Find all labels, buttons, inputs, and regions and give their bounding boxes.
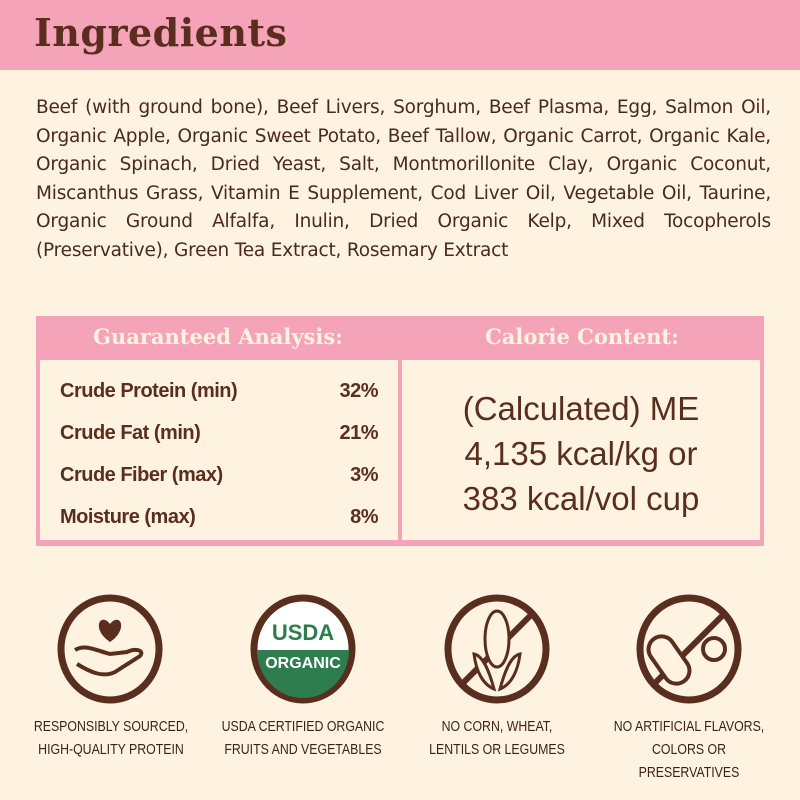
- row-value: 21%: [339, 422, 378, 444]
- header-band: Ingredients: [0, 0, 800, 70]
- row-value: 8%: [350, 506, 378, 528]
- caption-line: NO ARTIFICIAL FLAVORS,: [613, 719, 765, 735]
- analysis-row: Crude Protein (min) 32%: [60, 380, 378, 403]
- row-label: Crude Fat (min): [60, 422, 201, 444]
- analysis-heading: Guaranteed Analysis:: [93, 324, 343, 349]
- badge-caption: NO CORN, WHEAT, LENTILS OR LEGUMES: [412, 716, 582, 762]
- no-corn-icon: [444, 594, 550, 704]
- caption-line: LENTILS OR LEGUMES: [429, 742, 565, 758]
- caption-line: RESPONSIBLY SOURCED,: [33, 719, 189, 735]
- seal-bottom-text: ORGANIC: [265, 655, 341, 672]
- analysis-row: Moisture (max) 8%: [60, 506, 378, 529]
- row-value: 32%: [339, 380, 378, 402]
- calorie-text: (Calculated) ME 4,135 kcal/kg or 383 kca…: [402, 386, 760, 521]
- calorie-heading: Calorie Content:: [485, 324, 679, 349]
- calorie-line: 4,135 kcal/kg or: [464, 435, 698, 472]
- calorie-line: 383 kcal/vol cup: [462, 480, 700, 517]
- caption-line: NO CORN, WHEAT,: [441, 719, 553, 735]
- badge-caption: USDA CERTIFIED ORGANIC FRUITS AND VEGETAB…: [218, 716, 388, 762]
- caption-line: USDA CERTIFIED ORGANIC: [221, 719, 385, 735]
- calorie-cell: (Calculated) ME 4,135 kcal/kg or 383 kca…: [402, 360, 760, 540]
- caption-line: COLORS OR PRESERVATIVES: [638, 742, 740, 781]
- analysis-cell: Crude Protein (min) 32% Crude Fat (min) 21…: [40, 360, 398, 540]
- caption-line: HIGH-QUALITY PROTEIN: [38, 742, 184, 758]
- analysis-row: Crude Fiber (max) 3%: [60, 464, 378, 487]
- page-title: Ingredients: [34, 10, 288, 55]
- usda-organic-seal: USDA ORGANIC: [250, 594, 356, 704]
- row-label: Crude Fiber (max): [60, 464, 223, 486]
- badge-caption: RESPONSIBLY SOURCED, HIGH-QUALITY PROTEIN: [26, 716, 196, 762]
- calorie-line: (Calculated) ME: [462, 390, 700, 427]
- caption-line: FRUITS AND VEGETABLES: [224, 742, 382, 758]
- seal-top-text: USDA: [272, 620, 334, 645]
- nutrition-table: Guaranteed Analysis: Calorie Content: Cr…: [36, 316, 764, 546]
- ingredients-list: Beef (with ground bone), Beef Livers, So…: [36, 97, 771, 261]
- badge-caption: NO ARTIFICIAL FLAVORS, COLORS OR PRESERVA…: [604, 716, 774, 785]
- analysis-row: Crude Fat (min) 21%: [60, 422, 378, 445]
- row-value: 3%: [350, 464, 378, 486]
- no-pills-icon: [636, 594, 742, 704]
- row-label: Crude Protein (min): [60, 380, 238, 402]
- row-label: Moisture (max): [60, 506, 196, 528]
- heart-hand-icon: [57, 594, 163, 704]
